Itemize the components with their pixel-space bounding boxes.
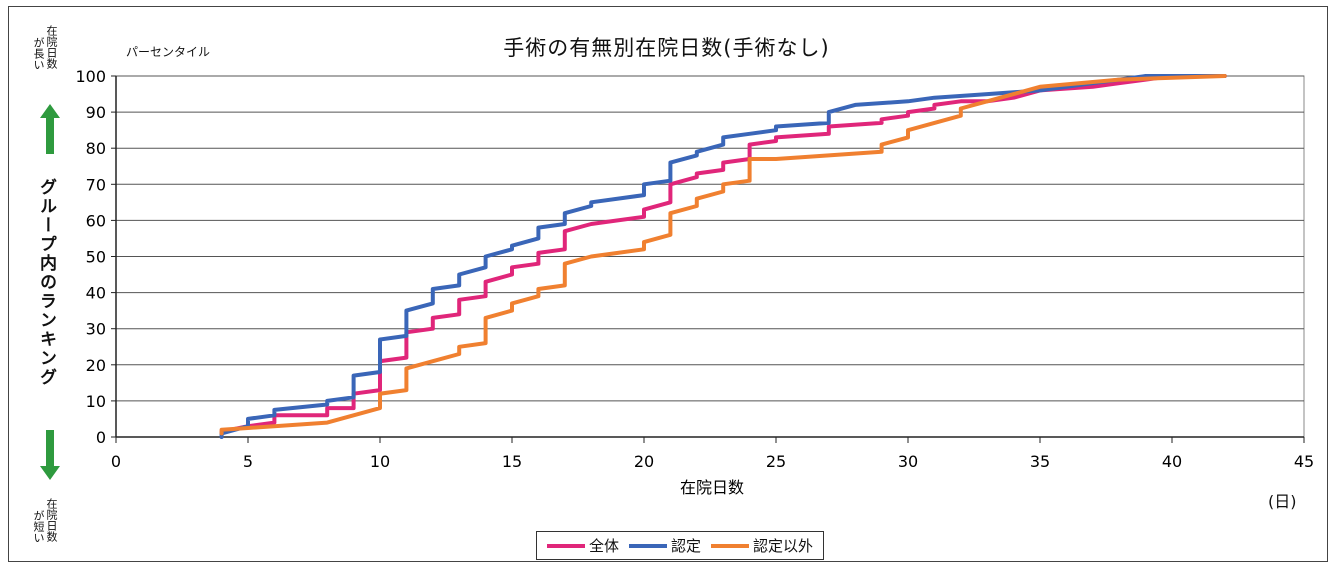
y-tick-label: 30 (86, 320, 106, 339)
top-note-main: 在院日数 (45, 25, 58, 69)
y-unit-label: パーセンタイル (126, 45, 211, 59)
top-note-sub: が長い (32, 37, 45, 70)
y-tick-label: 100 (75, 67, 106, 86)
legend-swatch-1 (629, 543, 668, 548)
y-tick-label: 0 (96, 428, 106, 447)
x-axis-label: 在院日数 (680, 478, 744, 497)
series-line-1 (219, 74, 1227, 439)
x-tick-label: 40 (1162, 452, 1182, 471)
x-tick-label: 10 (370, 452, 390, 471)
x-tick-label: 15 (502, 452, 522, 471)
legend-item-0: 全体 (547, 535, 619, 556)
y-tick-label: 40 (86, 284, 106, 303)
y-tick-label: 50 (86, 248, 106, 267)
x-tick-label: 0 (111, 452, 121, 471)
y-tick-label: 80 (86, 139, 106, 158)
legend-swatch-0 (547, 543, 585, 548)
y-tick-label: 90 (86, 103, 106, 122)
legend-item-1: 認定 (629, 535, 701, 556)
x-tick-label: 20 (634, 452, 654, 471)
x-unit-label: (日) (1268, 492, 1297, 511)
bottom-note-main: 在院日数 (45, 498, 58, 542)
x-tick-label: 25 (766, 452, 786, 471)
y-axis-label: グループ内のランキング (36, 178, 56, 387)
chart-frame (8, 6, 1328, 562)
chart-title: 手術の有無別在院日数(手術なし) (503, 36, 830, 60)
legend: 全体 認定 認定以外 (536, 531, 825, 560)
series-line-0 (219, 74, 1227, 436)
legend-label-2: 認定以外 (753, 537, 814, 555)
legend-label-1: 認定 (671, 537, 702, 555)
y-tick-label: 60 (86, 211, 106, 230)
legend-swatch-2 (711, 543, 750, 548)
y-tick-label: 10 (86, 392, 106, 411)
y-tick-label: 20 (86, 356, 106, 375)
legend-label-0: 全体 (589, 537, 620, 555)
legend-item-2: 認定以外 (711, 535, 813, 556)
down-arrow-icon (40, 430, 60, 480)
bottom-note-sub: が短い (32, 510, 45, 543)
x-tick-label: 5 (243, 452, 253, 471)
x-tick-label: 45 (1294, 452, 1314, 471)
y-tick-label: 70 (86, 175, 106, 194)
up-arrow-icon (40, 104, 60, 154)
x-tick-label: 30 (898, 452, 918, 471)
series-line-2 (219, 74, 1227, 436)
x-tick-label: 35 (1030, 452, 1050, 471)
